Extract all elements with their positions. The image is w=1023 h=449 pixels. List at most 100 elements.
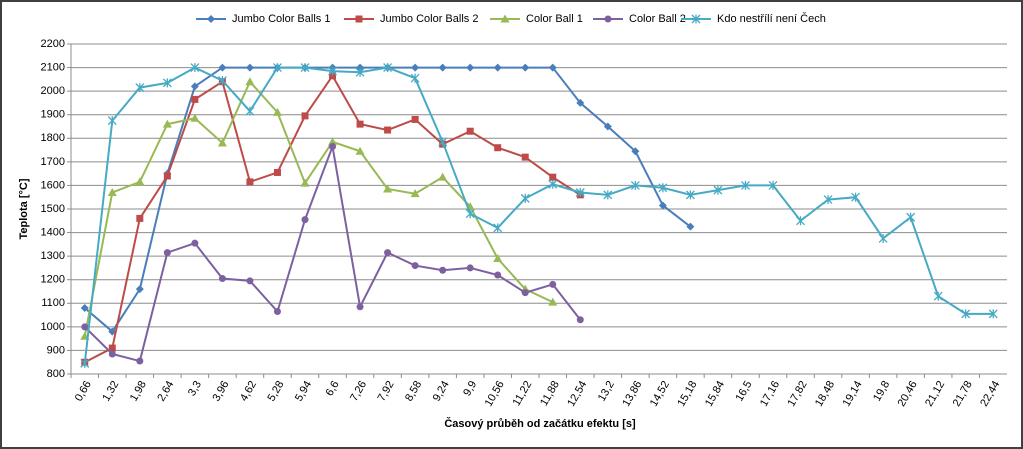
marker [328,66,337,76]
legend-marker [355,15,363,23]
marker [493,63,502,72]
marker [190,113,200,122]
y-tick-label: 2200 [41,38,65,50]
marker [796,216,805,226]
marker [494,144,502,152]
marker [383,184,393,193]
marker [411,115,419,123]
marker [548,297,558,306]
y-tick-label: 1300 [41,250,65,262]
marker [411,63,420,72]
marker [411,262,419,270]
marker [301,216,309,224]
marker [383,63,393,73]
marker [713,185,723,195]
legend: Jumbo Color Balls 1 Jumbo Color Balls 2 Co… [196,12,826,25]
y-tick-label: 1500 [41,203,65,215]
marker [410,73,420,83]
legend-marker [207,15,215,23]
marker [217,76,227,86]
marker [438,63,447,72]
legend-label: Color Ball 2 [629,13,686,25]
marker [576,316,584,324]
marker [549,280,557,288]
marker [191,239,199,247]
marker [466,264,474,272]
marker [906,212,916,222]
marker [494,271,502,279]
y-tick-label: 1400 [41,226,65,238]
marker [768,180,778,190]
y-tick-label: 900 [47,344,65,356]
marker [630,180,640,190]
marker [162,119,172,128]
marker [603,122,612,131]
marker [549,173,557,181]
y-axis-label: Teplota [°C] [18,178,30,239]
marker [135,285,144,294]
marker [80,358,90,368]
marker [218,63,227,72]
legend-marker [500,14,510,23]
marker [521,63,530,72]
marker [273,168,281,176]
series-line [83,66,994,364]
marker [136,214,144,222]
legend-marker [604,15,612,23]
marker [878,233,888,243]
marker [273,63,282,73]
marker [521,153,529,161]
y-tick-label: 2100 [41,61,65,73]
marker [191,95,199,103]
marker [355,146,365,155]
marker [217,138,227,147]
marker [273,308,281,316]
marker [603,190,613,200]
marker [493,254,503,262]
marker [80,304,89,312]
marker [108,327,117,336]
marker [329,143,337,151]
y-tick-label: 1700 [41,156,65,168]
y-tick-label: 1200 [41,274,65,286]
marker [631,147,640,156]
marker [135,83,145,93]
marker [108,344,116,352]
marker [300,63,310,73]
marker [658,183,668,193]
marker [163,249,171,257]
marker [162,78,172,88]
marker [988,309,998,319]
marker [328,137,338,146]
marker [135,177,145,186]
marker [108,350,116,358]
legend-label: Jumbo Color Balls 1 [232,13,330,25]
marker [384,126,392,134]
marker [245,106,255,116]
marker [136,357,144,365]
marker [823,195,833,205]
legend-label: Color Ball 1 [526,13,583,25]
marker [466,63,475,72]
y-tick-label: 1100 [41,297,65,309]
marker [465,209,475,219]
y-tick-label: 1000 [41,321,65,333]
marker [300,178,310,187]
marker [741,180,750,190]
marker [439,266,447,274]
marker [81,323,89,331]
y-tick-label: 2000 [41,85,65,97]
marker [356,120,364,128]
marker [410,189,420,198]
marker [384,249,392,257]
marker [329,72,337,80]
marker [246,178,254,186]
legend-label: Kdo nestřílí není Čech [717,12,826,25]
y-tick-label: 1800 [41,132,65,144]
marker [851,192,861,202]
legend-marker [691,14,701,24]
marker [576,98,585,107]
marker [272,107,282,116]
